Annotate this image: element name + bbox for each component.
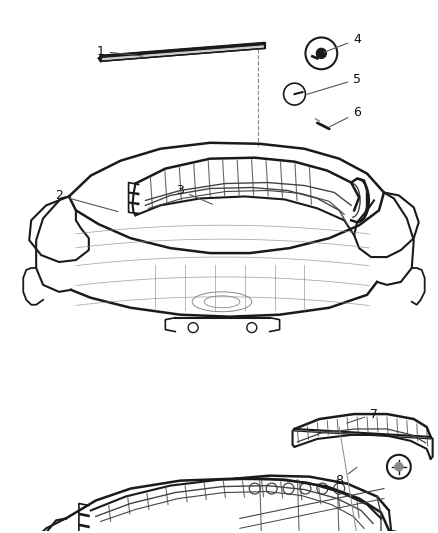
Text: 1: 1 (97, 45, 143, 58)
Text: 4: 4 (324, 33, 361, 52)
Text: 2: 2 (55, 189, 118, 212)
Text: 3: 3 (177, 184, 212, 204)
Text: 8: 8 (335, 467, 357, 487)
Polygon shape (101, 43, 265, 61)
Text: 5: 5 (307, 72, 361, 94)
Circle shape (316, 49, 326, 58)
Polygon shape (294, 429, 431, 439)
Text: 6: 6 (330, 107, 361, 127)
Text: 7: 7 (347, 408, 378, 423)
Circle shape (395, 463, 403, 471)
